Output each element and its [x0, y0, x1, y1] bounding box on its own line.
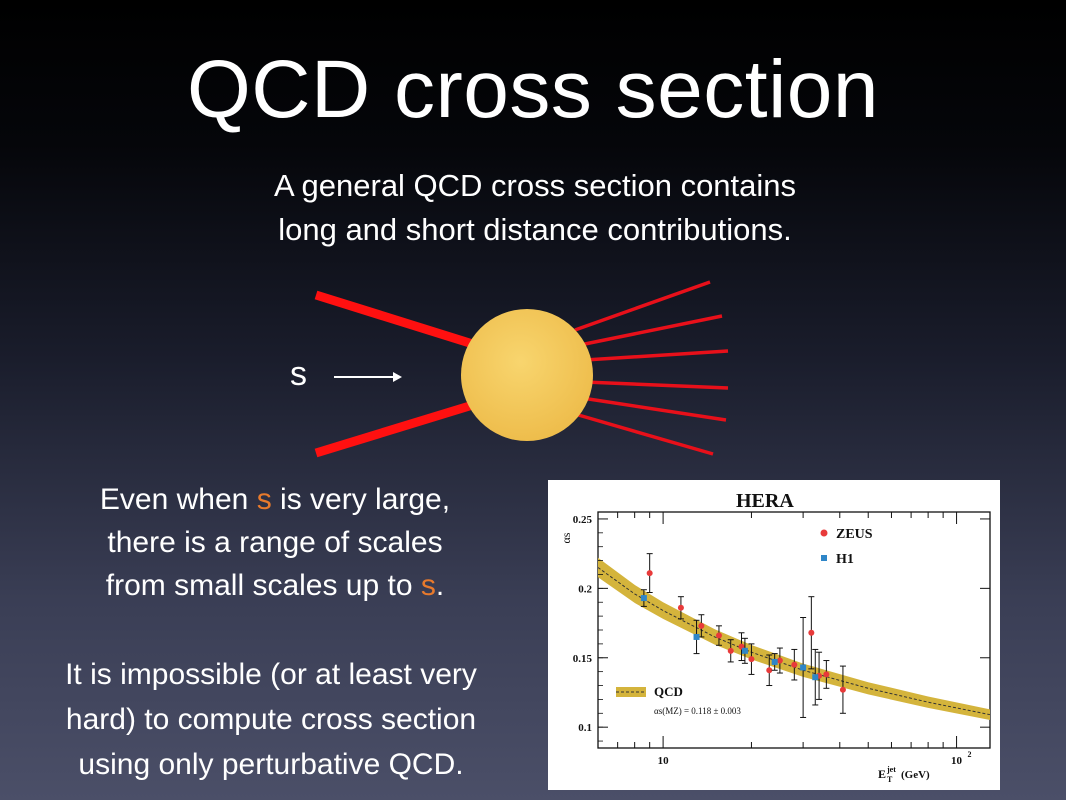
paragraph-scales: Even when s is very large, there is a ra… [38, 478, 512, 607]
zeus-point [766, 667, 773, 674]
x-tick-label: 10 [658, 755, 670, 767]
incoming-jet-bottom [314, 399, 478, 458]
zeus-point [791, 661, 798, 668]
h1-point [771, 658, 778, 665]
legend-h1-marker [821, 555, 827, 561]
legend-alpha-text: αs(MZ) = 0.118 ± 0.003 [654, 706, 741, 716]
text-run: Even when [99, 483, 257, 516]
text-run: . [435, 569, 445, 602]
zeus-point [748, 656, 755, 663]
legend-zeus-label: ZEUS [836, 527, 873, 542]
zeus-point [727, 647, 734, 654]
subtitle-line-2: long and short distance contributions. [278, 212, 792, 247]
paragraph-impossible: It is impossible (or at least very hard)… [6, 652, 536, 787]
zeus-point [776, 657, 783, 664]
highlight-s: s [256, 483, 272, 516]
arrow-icon [334, 372, 402, 382]
chart-title: HERA [736, 490, 794, 512]
legend-zeus-marker [820, 529, 828, 537]
paragraph-impossible-line-1: It is impossible (or at least very [65, 658, 477, 691]
h1-point [640, 595, 647, 602]
y-axis-label: αs [559, 532, 573, 543]
x-axis-label-sub: T [887, 775, 893, 784]
y-tick-label: 0.2 [578, 583, 592, 595]
paragraph-impossible-line-3: using only perturbative QCD. [78, 748, 464, 781]
y-tick-label: 0.15 [573, 653, 593, 665]
zeus-point [715, 632, 722, 639]
x-tick-label-exponent: 2 [968, 750, 972, 759]
incoming-jets [314, 290, 478, 458]
paragraph-scales-line-3: from small scales up to s. [38, 564, 512, 607]
zeus-point [646, 570, 653, 577]
text-run: is very large, [271, 483, 451, 516]
highlight-s: s [420, 569, 436, 602]
h1-point [693, 633, 700, 640]
outgoing-jet [574, 280, 711, 332]
paragraph-scales-line-1: Even when s is very large, [38, 478, 512, 521]
zeus-point [839, 686, 846, 693]
legend-qcd-label: QCD [654, 684, 683, 699]
incoming-jet-top [314, 290, 478, 350]
interaction-blob [461, 309, 593, 441]
outgoing-jets [574, 280, 729, 456]
outgoing-jet [581, 396, 727, 422]
x-axis-label-unit: (GeV) [901, 769, 930, 781]
scattering-diagram [314, 280, 729, 458]
energy-label: s [290, 355, 307, 393]
h1-point [812, 674, 819, 681]
y-tick-label: 0.1 [578, 722, 592, 734]
h1-point [741, 647, 748, 654]
x-axis-label: E [878, 767, 886, 781]
zeus-point [677, 604, 684, 611]
outgoing-jet [584, 349, 729, 362]
subtitle-line-1: A general QCD cross section contains [273, 168, 797, 203]
qcd-band [598, 557, 990, 720]
paragraph-impossible-line-2: hard) to compute cross section [65, 703, 477, 736]
slide-title: QCD cross section [186, 44, 879, 135]
paragraph-scales-line-2: there is a range of scales [107, 526, 443, 559]
x-tick-label: 10 [951, 755, 963, 767]
zeus-point [698, 622, 705, 629]
outgoing-jet [584, 380, 729, 390]
zeus-point [823, 671, 830, 678]
y-tick-label: 0.25 [573, 514, 593, 526]
outgoing-jet [579, 314, 723, 347]
x-axis-label-sup: jet [886, 765, 896, 774]
legend-h1-label: H1 [836, 552, 854, 567]
text-run: from small scales up to [105, 569, 421, 602]
outgoing-jet [574, 412, 714, 456]
h1-point [800, 664, 807, 671]
zeus-point [808, 629, 815, 636]
slide-subtitle: A general QCD cross section contains lon… [165, 164, 905, 252]
